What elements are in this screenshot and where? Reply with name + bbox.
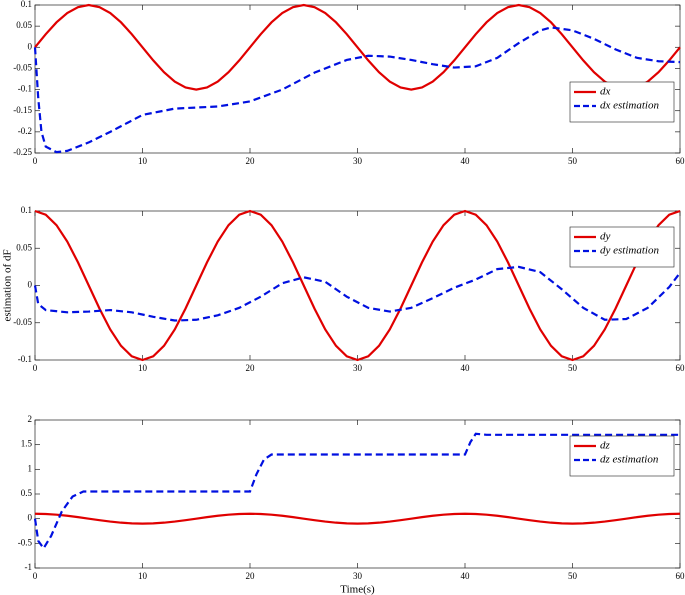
x-tick-label: 10 [138,571,148,581]
y-axis-label: estimation of dF [2,249,14,321]
y-tick-label: 1.5 [21,439,33,449]
series-line [34,512,681,525]
y-tick-label: 0.05 [16,242,32,252]
y-tick-label: -0.1 [18,354,32,364]
x-tick-label: 10 [138,156,148,166]
series-line [34,3,681,91]
x-axis-label: Time(s) [340,584,375,595]
x-tick-label: 40 [461,156,471,166]
x-tick-label: 30 [353,571,363,581]
y-tick-label: 0.5 [21,488,33,498]
y-tick-label: 0.05 [16,20,32,30]
y-tick-label: 1 [28,463,33,473]
series-line [33,265,681,322]
x-tick-label: 30 [353,156,363,166]
x-tick-label: 50 [568,571,578,581]
y-tick-label: 0.1 [21,0,32,9]
x-tick-label: 60 [676,571,685,581]
y-tick-label: 0 [28,280,33,290]
legend-label: dx estimation [600,100,659,112]
y-tick-label: 0 [28,41,33,51]
y-tick-label: -0.05 [13,317,32,327]
series-line [34,209,681,362]
y-tick-label: -0.5 [18,537,33,547]
y-tick-label: -0.1 [18,84,32,94]
legend-label: dz estimation [600,454,659,466]
y-tick-label: -0.25 [13,147,32,157]
series-line [33,432,680,551]
x-tick-label: 50 [568,156,578,166]
x-tick-label: 20 [246,156,256,166]
legend-box [569,81,675,123]
y-tick-label: -0.2 [18,126,32,136]
series-line [33,26,681,154]
x-tick-label: 20 [246,363,256,373]
y-tick-label: -0.15 [13,105,32,115]
x-tick-label: 30 [353,363,363,373]
legend-label: dx [600,86,611,98]
x-tick-label: 50 [568,363,578,373]
y-tick-label: 0 [28,513,33,523]
x-tick-label: 10 [138,363,148,373]
x-tick-label: 60 [676,156,685,166]
y-tick-label: -1 [25,562,33,572]
legend-label: dy estimation [600,245,659,257]
x-tick-label: 0 [33,156,38,166]
legend-box [569,435,675,477]
legend-label: dy [600,231,611,243]
legend-box [569,226,675,268]
legend-label: dz [600,440,611,452]
x-tick-label: 20 [246,571,256,581]
axes-box [34,4,681,154]
x-tick-label: 0 [33,571,38,581]
x-tick-label: 60 [676,363,685,373]
y-tick-label: 0.1 [21,205,32,215]
x-tick-label: 40 [461,363,471,373]
x-tick-label: 0 [33,363,38,373]
x-tick-label: 40 [461,571,471,581]
y-tick-label: 2 [28,414,33,424]
y-tick-label: -0.05 [13,62,32,72]
